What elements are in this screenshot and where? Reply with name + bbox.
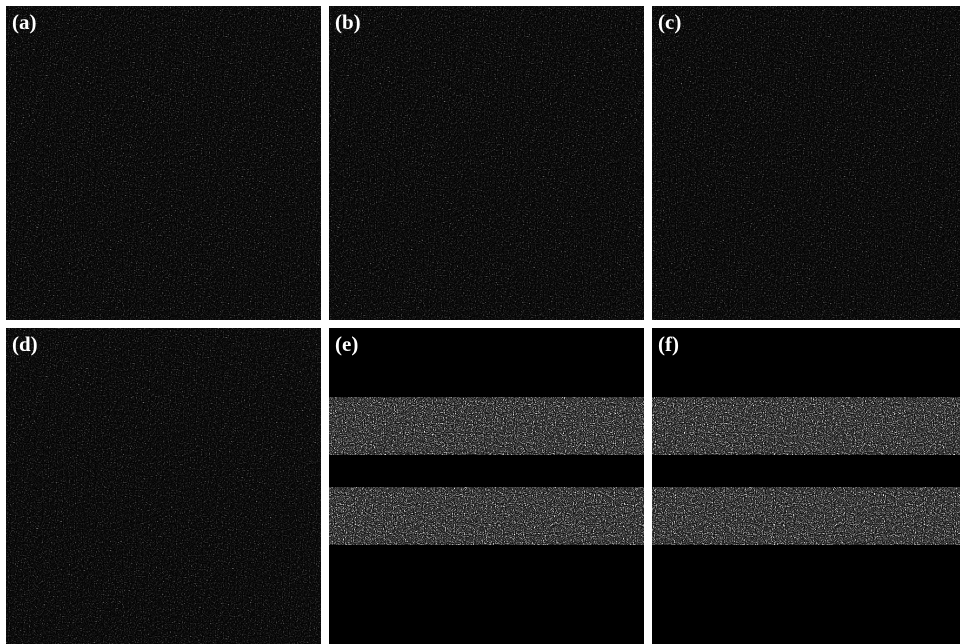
panel-label: (b) [335,10,361,34]
speckle-image [652,6,960,320]
panel-label: (d) [12,332,38,356]
speckle-band [329,487,644,545]
panel: (d) [6,328,321,644]
panel: (e) [329,328,644,644]
panel-background [329,328,644,644]
panel-label: (a) [12,10,37,34]
panel-label: (f) [658,332,679,356]
speckle-band [329,397,644,455]
speckle-image [329,6,644,320]
speckle-image [6,6,321,320]
speckle-band [652,487,960,545]
panel-label: (c) [658,10,681,34]
figure: (a) (b) (c) (d) (e) (f) [0,0,960,644]
panel-background [652,328,960,644]
panel: (a) [6,6,321,320]
page: (a)(b)(c)(d)(e)(f) (() => { const data =… [0,0,960,644]
panel: (c) [652,6,960,320]
panel-label: (e) [335,332,358,356]
panel: (f) [652,328,960,644]
panel: (b) [329,6,644,320]
speckle-image [6,328,321,644]
speckle-band [652,397,960,455]
